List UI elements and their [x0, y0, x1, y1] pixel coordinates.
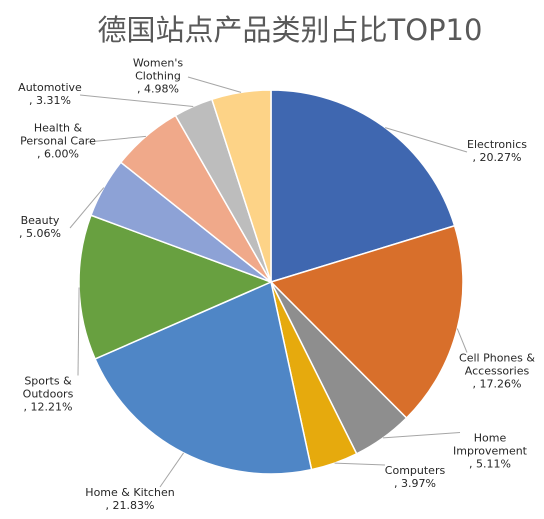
category-label: Sports & Outdoors [23, 375, 74, 401]
value-label: , 3.31% [29, 94, 71, 107]
category-label: Cell Phones & Accessories [459, 352, 535, 378]
value-label: , 3.97% [394, 477, 436, 490]
value-label: , 6.00% [37, 148, 79, 161]
value-label: , 21.83% [106, 499, 155, 512]
category-label: Health & Personal Care [20, 122, 96, 148]
pie-slice [78, 214, 274, 360]
value-label: , 5.11% [469, 458, 511, 471]
leader-line [79, 94, 194, 107]
category-label: Beauty [21, 214, 60, 227]
value-label: , 20.27% [473, 151, 522, 164]
pie-slice [269, 224, 464, 420]
value-label: , 12.21% [24, 401, 73, 414]
leader-line [77, 287, 80, 376]
category-label: Home & Kitchen [85, 486, 174, 499]
leader-line [334, 462, 386, 466]
leader-line [382, 432, 461, 439]
leader-line [456, 328, 468, 353]
leader-line [87, 135, 146, 143]
leader-line [69, 187, 105, 229]
leader-line [385, 127, 468, 153]
value-label: , 17.26% [473, 378, 522, 391]
leader-line [187, 76, 242, 93]
value-label: , 4.98% [137, 83, 179, 96]
category-label: Automotive [18, 81, 82, 94]
category-label: Computers [385, 464, 446, 477]
value-label: , 5.06% [19, 227, 61, 240]
category-label: Home Improvement [453, 432, 528, 458]
leader-line [159, 452, 184, 488]
pie-slice [94, 280, 313, 475]
category-label: Electronics [467, 138, 527, 151]
chart-title: 德国站点产品类别占比TOP10 [98, 13, 483, 47]
pie-slice [270, 89, 456, 284]
category-label: Women's Clothing [133, 57, 183, 83]
